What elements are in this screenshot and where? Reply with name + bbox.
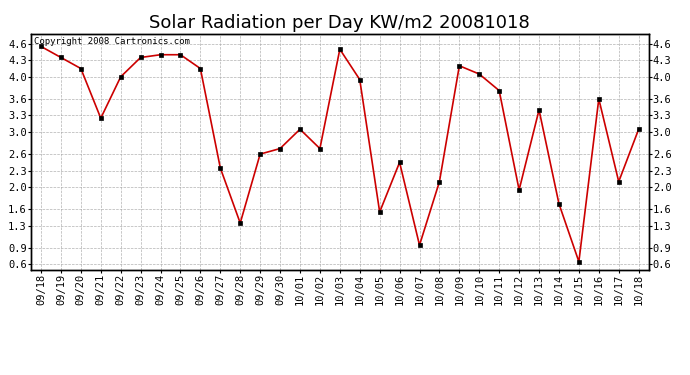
Title: Solar Radiation per Day KW/m2 20081018: Solar Radiation per Day KW/m2 20081018 [150,14,530,32]
Text: Copyright 2008 Cartronics.com: Copyright 2008 Cartronics.com [34,37,190,46]
